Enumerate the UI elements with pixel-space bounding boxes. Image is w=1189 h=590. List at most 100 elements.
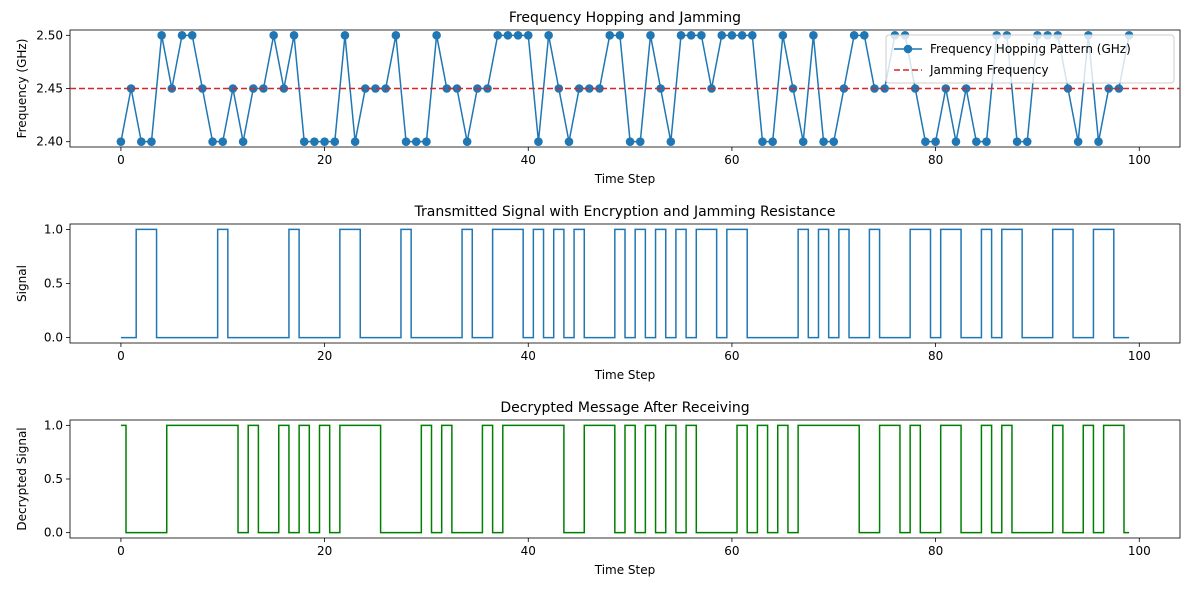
data-point [676,31,686,40]
chart-2: Decrypted Message After Receiving 0 20 40 60… [15,400,1181,577]
x-tick-label: 80 [928,153,943,167]
series-2-0-line [120,424,1130,534]
data-point [921,137,930,146]
data-point [747,31,757,40]
x-tick-label: 80 [928,349,943,363]
data-point [798,137,808,146]
data-point [605,31,615,40]
data-point [778,31,788,40]
data-point [299,137,309,146]
data-point [972,137,981,146]
data-point [727,31,737,40]
legend-marker [903,44,913,54]
chart-0: Frequency Hopping and Jamming 0 20 40 60 80 10… [15,10,1181,186]
x-tick-label: 40 [521,349,536,363]
data-point [1012,137,1022,146]
x-tick-label: 0 [117,153,125,167]
plot-area [120,424,1130,534]
data-point [147,137,156,146]
data-point [839,84,849,93]
data-point [982,137,991,146]
series-1-0-line [120,228,1130,339]
y-axis-label: Decrypted Signal [15,427,29,530]
data-point [910,84,920,93]
x-tick-label: 40 [521,153,536,167]
data-point [503,31,513,40]
x-tick-label: 0 [117,544,125,558]
data-point [208,137,217,146]
data-point [646,31,655,40]
x-tick-label: 0 [117,349,125,363]
data-point [493,31,503,40]
x-tick-label: 20 [317,544,332,558]
chart-title: Frequency Hopping and Jamming [509,10,741,26]
data-point [330,137,340,146]
y-tick-label: 0.0 [44,526,63,540]
y-axis-label: Frequency (GHz) [15,39,29,139]
data-point [1063,84,1073,93]
data-point [544,31,553,40]
y-tick-label: 1.0 [44,418,63,432]
x-tick-label: 40 [521,544,536,558]
data-point [758,137,767,146]
data-point [523,31,533,40]
data-point [340,31,350,40]
data-point [819,137,828,146]
data-point [635,137,645,146]
data-point [411,137,421,146]
chart-1: Transmitted Signal with Encryption and J… [15,204,1181,382]
data-point [116,137,126,146]
data-point [768,137,777,146]
y-tick-label: 2.45 [36,82,63,96]
plot-area [120,228,1130,339]
data-point [157,31,166,40]
data-point [452,84,462,93]
legend-box [885,34,1175,84]
data-point [595,84,604,93]
x-axis-label: Time Step [594,563,656,577]
y-tick-label: 2.50 [36,28,63,42]
data-point [737,31,747,40]
data-point [422,137,431,146]
data-point [697,31,706,40]
data-point [1073,137,1083,146]
data-point [218,137,228,146]
legend: Frequency Hopping Pattern (GHz) Jamming F… [885,34,1175,84]
data-point [432,31,441,40]
x-tick-label: 100 [1128,544,1151,558]
legend-label: Jamming Frequency [929,63,1049,77]
data-point [951,137,961,146]
data-point [931,137,940,146]
data-point [391,31,401,40]
data-point [310,137,319,146]
data-point [564,137,574,146]
data-point [534,137,543,146]
y-tick-label: 0.0 [44,331,63,345]
x-tick-label: 60 [724,544,739,558]
data-point [442,84,452,93]
chart-title: Transmitted Signal with Encryption and J… [414,204,836,220]
data-point [615,31,625,40]
y-tick-label: 0.5 [44,472,63,486]
y-tick-label: 2.40 [36,135,63,149]
data-point [320,137,329,146]
data-point [585,84,594,93]
data-point [371,84,380,93]
data-point [126,84,136,93]
x-axis-label: Time Step [594,172,656,186]
data-point [625,137,635,146]
data-point [289,31,299,40]
data-point [136,137,146,146]
data-point [269,31,278,40]
x-tick-label: 60 [724,349,739,363]
y-tick-label: 0.5 [44,277,63,291]
data-point [513,31,523,40]
legend-label: Frequency Hopping Pattern (GHz) [930,42,1131,56]
data-point [686,31,696,40]
data-point [187,31,197,40]
data-point [401,137,411,146]
data-point [361,84,370,93]
x-tick-label: 80 [928,544,943,558]
data-point [462,137,472,146]
